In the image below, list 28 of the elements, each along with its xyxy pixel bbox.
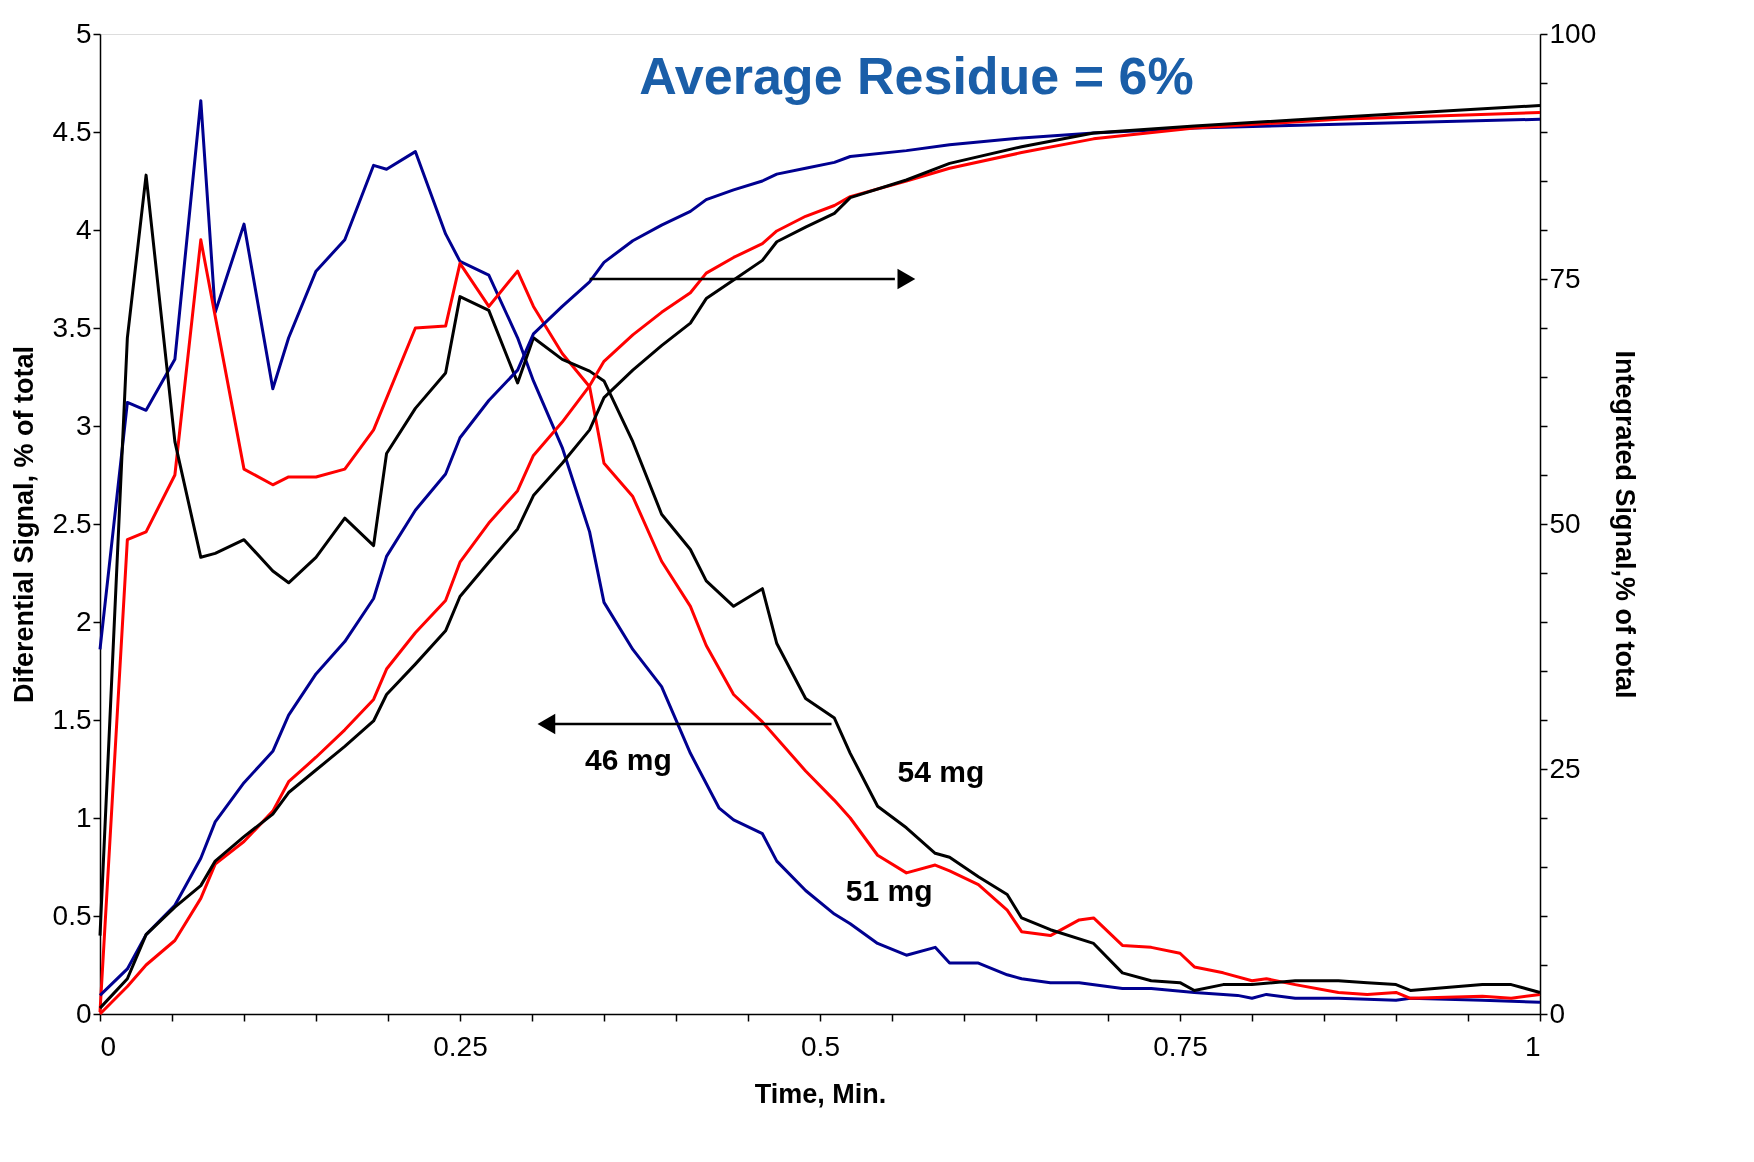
annotation: 54 mg xyxy=(897,754,985,788)
y2-tick-label: 0 xyxy=(1549,997,1566,1029)
x-tick-label: 0 xyxy=(100,1030,117,1062)
annotation: 51 mg xyxy=(845,874,933,908)
y2-axis-title: Integrated Signal,% of total xyxy=(1610,350,1641,699)
y-tick-label: 2 xyxy=(75,605,92,637)
x-tick-label: 0.75 xyxy=(1153,1030,1208,1062)
x-tick-label: 0.5 xyxy=(801,1030,840,1062)
y2-tick-label: 25 xyxy=(1549,752,1581,784)
y-tick-label: 4.5 xyxy=(52,115,92,147)
y2-tick-label: 100 xyxy=(1549,17,1597,49)
y-tick-label: 0 xyxy=(75,997,92,1029)
y-tick-label: 3.5 xyxy=(52,311,92,343)
y-tick-label: 1 xyxy=(75,801,92,833)
y-tick-label: 4 xyxy=(75,213,92,245)
y-tick-label: 2.5 xyxy=(52,507,92,539)
x-axis-title: Time, Min. xyxy=(754,1078,887,1109)
x-tick-label: 1 xyxy=(1524,1030,1541,1062)
chart-title: Average Residue = 6% xyxy=(639,47,1194,106)
y-tick-label: 0.5 xyxy=(52,899,92,931)
y2-tick-label: 75 xyxy=(1549,262,1581,294)
y-tick-label: 5 xyxy=(75,17,92,49)
x-tick-label: 0.25 xyxy=(433,1030,488,1062)
y-tick-label: 3 xyxy=(75,409,92,441)
annotation: 46 mg xyxy=(585,743,672,777)
y2-tick-label: 50 xyxy=(1549,507,1581,539)
y-tick-label: 1.5 xyxy=(52,703,92,735)
y-axis-title: Diferential Signal, % of total xyxy=(8,345,39,704)
